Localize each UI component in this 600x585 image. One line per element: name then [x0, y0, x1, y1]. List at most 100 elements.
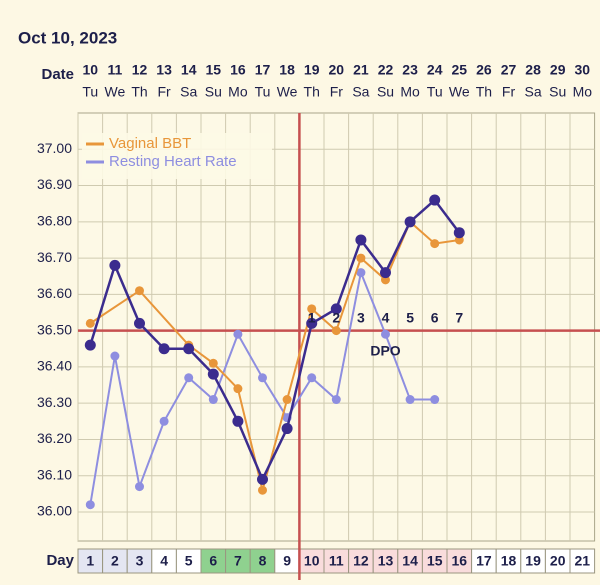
data-point — [331, 395, 341, 405]
y-tick-label: 37.00 — [37, 140, 72, 156]
day-cell — [446, 548, 473, 574]
day-cell — [151, 548, 177, 574]
cycle-day: 3 — [136, 553, 144, 569]
date-label: 12 — [132, 62, 148, 78]
weekday-label: Fr — [157, 84, 171, 100]
date-label: 30 — [575, 62, 591, 78]
date-label: Date — [41, 66, 74, 83]
date-label: 11 — [107, 62, 122, 78]
data-point — [232, 415, 244, 427]
series-line — [89, 198, 461, 483]
date-label: 28 — [525, 62, 541, 78]
dpo-number: 1 — [308, 309, 316, 325]
data-point — [356, 268, 366, 278]
dpo-number: 7 — [455, 309, 463, 325]
day-cell — [544, 548, 571, 574]
date-label: 10 — [83, 62, 99, 78]
cycle-day: 16 — [452, 553, 468, 569]
date-label: 27 — [501, 62, 517, 78]
data-point — [430, 395, 440, 405]
cycle-day: 14 — [402, 553, 418, 569]
day-cell — [274, 548, 300, 574]
date-label: 26 — [476, 62, 492, 78]
dpo-number: 4 — [382, 309, 390, 325]
y-tick-label: 36.60 — [37, 285, 72, 301]
date-label: 25 — [452, 62, 468, 78]
data-point — [306, 317, 318, 329]
day-cell — [569, 548, 596, 574]
chart-title: Oct 10, 2023 — [18, 28, 117, 47]
data-point — [281, 423, 293, 435]
cycle-day: 5 — [185, 553, 193, 569]
weekday-label: Su — [205, 84, 222, 100]
dpo-label: DPO — [370, 342, 400, 358]
data-point — [429, 194, 441, 206]
day-cell — [323, 548, 350, 574]
y-tick-label: 36.20 — [37, 430, 72, 446]
weekday-label: Fr — [502, 84, 516, 100]
data-point — [183, 343, 195, 355]
date-label: 23 — [402, 62, 418, 78]
weekday-label: Mo — [228, 84, 248, 100]
y-tick-label: 36.80 — [37, 213, 72, 229]
weekday-label: Tu — [255, 84, 271, 100]
day-cell — [102, 548, 128, 574]
cycle-day: 21 — [575, 553, 591, 569]
weekday-label: We — [449, 84, 470, 100]
y-tick-label: 36.10 — [37, 466, 72, 482]
weekday-label: Mo — [573, 84, 593, 100]
dpo-number: 3 — [357, 309, 365, 325]
data-point — [405, 395, 415, 405]
y-tick-label: 36.30 — [37, 394, 72, 410]
cycle-day: 13 — [378, 553, 394, 569]
data-point — [158, 343, 170, 355]
cycle-day: 17 — [476, 553, 492, 569]
day-label: Day — [46, 552, 74, 569]
weekday-label: Sa — [525, 84, 542, 100]
weekday-label: Su — [377, 84, 394, 100]
data-point — [109, 259, 121, 271]
cycle-day: 20 — [550, 553, 566, 569]
weekday-label: Sa — [352, 84, 369, 100]
data-point — [404, 216, 416, 228]
dpo-number: 2 — [332, 309, 340, 325]
cycle-day: 1 — [86, 553, 94, 569]
day-cell — [495, 548, 522, 574]
data-point — [85, 318, 95, 328]
legend-label: Resting Heart Rate — [109, 153, 237, 170]
date-label: 16 — [230, 62, 246, 78]
cycle-day: 6 — [209, 553, 217, 569]
date-label: 24 — [427, 62, 443, 78]
data-point — [356, 253, 366, 263]
y-tick-label: 36.00 — [37, 503, 72, 519]
data-point — [208, 395, 218, 405]
dpo-number: 6 — [431, 309, 439, 325]
data-point — [135, 286, 144, 296]
weekday-label: We — [277, 84, 298, 100]
data-point — [233, 329, 243, 339]
data-point — [257, 473, 268, 485]
legend-label: Vaginal BBT — [109, 135, 191, 152]
cycle-day: 11 — [329, 553, 344, 569]
data-point — [453, 227, 465, 239]
data-point — [258, 485, 267, 495]
weekday-label: Sa — [180, 84, 197, 100]
weekday-label: Th — [476, 84, 492, 100]
data-point — [84, 339, 96, 351]
day-cell — [298, 548, 325, 574]
weekday-label: Mo — [400, 84, 420, 100]
cycle-day: 12 — [353, 553, 369, 569]
day-cell — [200, 548, 227, 574]
y-tick-label: 36.50 — [37, 321, 72, 337]
y-tick-label: 36.90 — [37, 176, 72, 192]
data-point — [355, 234, 367, 246]
weekday-label: Fr — [330, 84, 344, 100]
legend-box — [82, 133, 272, 179]
data-point — [135, 482, 144, 492]
cycle-day: 15 — [427, 553, 443, 569]
weekday-label: Tu — [427, 84, 443, 100]
day-cell — [421, 548, 448, 574]
data-point — [208, 358, 218, 368]
data-point — [159, 416, 169, 426]
